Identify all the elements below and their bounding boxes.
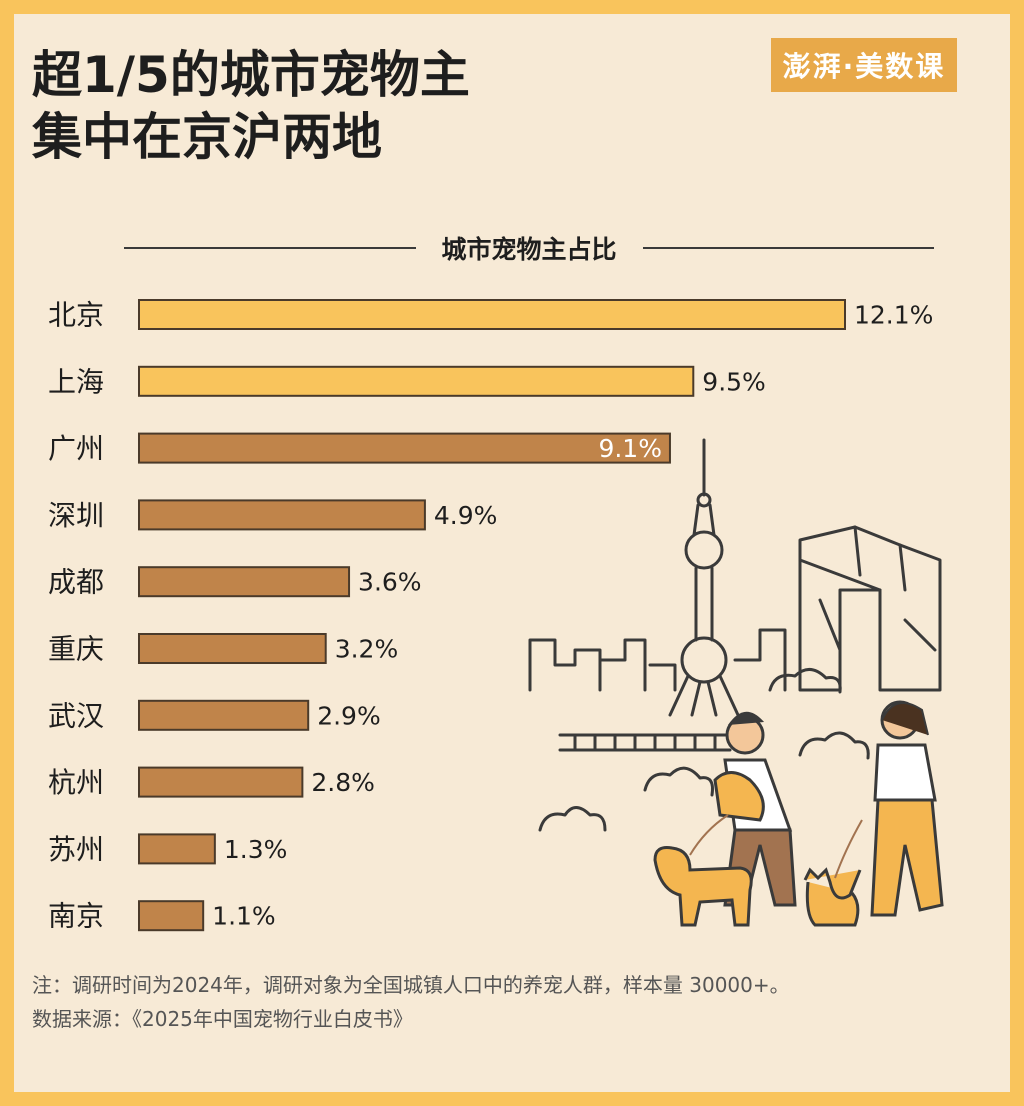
bar-成都 [138,566,351,598]
chart-title-rule-right [642,247,935,249]
people-with-pets-illustration [653,700,944,927]
category-label: 杭州 [48,766,104,799]
category-label: 广州 [48,432,104,465]
bar-上海 [138,365,695,397]
bar-北京 [138,299,846,330]
note-text: 注：调研时间为2024年，调研对象为全国城镇人口中的养宠人群，样本量 30000… [32,973,790,997]
brand-logo: 澎湃·美数课 [771,38,957,92]
value-label: 2.9% [317,701,381,730]
value-label: 12.1% [854,301,933,330]
page-title: 超1/5的城市宠物主 集中在京沪两地 [32,44,470,168]
category-label: 重庆 [48,633,104,666]
bar-广州 [138,432,671,464]
chart-title-bar: 城市宠物主占比 [124,228,935,268]
bar-深圳 [138,499,426,531]
bar-武汉 [138,699,310,731]
title-line-2: 集中在京沪两地 [32,108,382,166]
city-pet-illustration [528,438,942,832]
value-label: 1.1% [212,902,276,931]
bar-南京 [138,900,205,932]
category-label: 深圳 [48,499,104,532]
category-label: 北京 [48,299,104,332]
category-label: 武汉 [48,699,104,732]
value-label: 4.9% [434,501,498,530]
chart-title-rule-left [124,247,416,249]
bar-杭州 [138,766,304,798]
chart-title: 城市宠物主占比 [441,235,617,264]
value-labels-group: 12.1% 9.5% 9.1% 4.9% 3.6% 3.2% 2.9% 2.8% 1.3% 1.1… [212,301,933,931]
category-label: 成都 [48,566,104,599]
value-label: 9.5% [702,367,766,396]
category-label: 苏州 [48,833,104,866]
title-line-1: 超1/5的城市宠物主 [32,46,470,104]
bar-重庆 [138,633,327,664]
value-label: 9.1% [598,434,662,463]
category-label: 南京 [48,900,104,933]
bars-group [138,299,846,932]
value-label: 3.2% [335,635,399,664]
category-label: 上海 [48,365,104,398]
value-label: 1.3% [224,835,288,864]
source-text: 数据来源：《2025年中国宠物行业白皮书》 [32,1007,413,1031]
bar-苏州 [138,833,216,865]
value-label: 2.8% [311,768,375,797]
footnote: 注：调研时间为2024年，调研对象为全国城镇人口中的养宠人群，样本量 30000… [32,968,790,1036]
value-label: 3.6% [358,568,422,597]
